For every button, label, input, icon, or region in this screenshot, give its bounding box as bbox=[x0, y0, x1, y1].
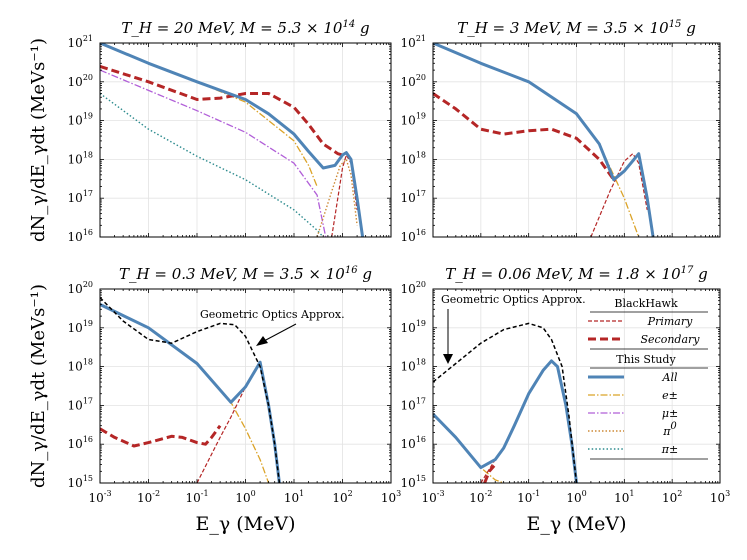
series-secondary bbox=[100, 64, 343, 157]
series-secondary bbox=[483, 463, 497, 483]
legend-group-header: This Study bbox=[616, 353, 676, 366]
x-tick-label: 100 bbox=[566, 489, 586, 505]
panel-4: 1015 1016 1017 1018 1019 1020 10-3 10-2 10-1 100 1… bbox=[401, 265, 731, 535]
x-tick-label: 10-2 bbox=[137, 489, 160, 505]
y-tick-label: 1017 bbox=[401, 396, 426, 412]
legend-label-e: e± bbox=[662, 389, 678, 402]
x-tick-label: 101 bbox=[284, 489, 304, 505]
y-tick-label: 1016 bbox=[68, 435, 93, 451]
annotation-geometric-optics: Geometric Optics Approx. bbox=[200, 308, 345, 346]
series-e bbox=[100, 303, 270, 483]
y-tick-label: 1019 bbox=[401, 319, 426, 335]
x-tick-label: 10-1 bbox=[517, 489, 540, 505]
y-tick-label: 1016 bbox=[401, 435, 426, 451]
legend-label-primary: Primary bbox=[647, 315, 693, 328]
ticks bbox=[99, 289, 392, 484]
x-tick-label: 10-3 bbox=[88, 489, 111, 505]
y-tick-label: 1018 bbox=[68, 150, 93, 166]
y-tick-label: 1019 bbox=[68, 112, 93, 128]
series-pi0 bbox=[316, 158, 358, 237]
series-e bbox=[100, 43, 318, 187]
y-tick-label: 1019 bbox=[68, 319, 93, 335]
series-mu bbox=[100, 69, 327, 237]
panel-1: 1016 1017 1018 1019 1020 1021 T_H = 20 MeV, M … bbox=[28, 19, 392, 244]
y-tick-label: 1021 bbox=[401, 34, 426, 50]
series-pipm bbox=[100, 92, 324, 237]
annotation-text: Geometric Optics Approx. bbox=[441, 293, 586, 306]
series-all bbox=[100, 43, 365, 237]
y-tick-label: 1017 bbox=[68, 189, 93, 205]
x-tick-label: 10-3 bbox=[421, 489, 444, 505]
annotation-geometric-optics: Geometric Optics Approx. bbox=[441, 293, 586, 364]
arrow-head bbox=[443, 354, 453, 364]
panel-title: T_H = 3 MeV, M = 3.5 × 1015 g bbox=[457, 19, 696, 37]
series-primary bbox=[331, 154, 358, 237]
panel-title: T_H = 0.3 MeV, M = 3.5 × 1016 g bbox=[119, 265, 372, 283]
y-tick-label: 1017 bbox=[68, 396, 93, 412]
series-all bbox=[433, 43, 655, 237]
series-primary bbox=[590, 153, 648, 237]
legend-label-pipm: π± bbox=[661, 443, 678, 456]
y-tick-label: 1018 bbox=[68, 358, 93, 374]
series-group bbox=[433, 43, 655, 237]
series-geo bbox=[100, 297, 281, 483]
legend-label-pi0: π0 bbox=[662, 421, 677, 438]
x-tick-label: 102 bbox=[662, 489, 682, 505]
series-geo bbox=[433, 322, 578, 483]
x-axis-label: E_γ (MeV) bbox=[526, 513, 626, 535]
x-axis-label: E_γ (MeV) bbox=[195, 513, 295, 535]
series-secondary bbox=[100, 424, 222, 448]
y-tick-label: 1020 bbox=[401, 73, 426, 89]
y-tick-label: 1020 bbox=[401, 280, 426, 296]
series-group bbox=[100, 297, 281, 483]
grid bbox=[99, 42, 392, 238]
y-tick-label: 1020 bbox=[68, 280, 93, 296]
series-all bbox=[100, 303, 281, 483]
y-axis-label: dN_γ/dE_γdt (MeVs⁻¹) bbox=[28, 284, 49, 488]
y-tick-label: 1016 bbox=[401, 228, 426, 244]
x-tick-label: 10-1 bbox=[185, 489, 208, 505]
panel-title: T_H = 20 MeV, M = 5.3 × 1014 g bbox=[121, 19, 369, 37]
y-tick-label: 1018 bbox=[401, 150, 426, 166]
legend-label-all: All bbox=[662, 371, 678, 384]
ticks bbox=[99, 43, 392, 238]
x-tick-label: 10-2 bbox=[469, 489, 492, 505]
y-tick-label: 1017 bbox=[401, 189, 426, 205]
series-secondary bbox=[433, 92, 626, 182]
ticks bbox=[432, 43, 721, 238]
x-tick-label: 103 bbox=[710, 489, 730, 505]
y-tick-label: 1020 bbox=[68, 73, 93, 89]
x-tick-label: 100 bbox=[235, 489, 255, 505]
annotation-text: Geometric Optics Approx. bbox=[200, 308, 345, 321]
panel-3: 1015 1016 1017 1018 1019 1020 10-3 10-2 10-1 100 1… bbox=[28, 265, 401, 535]
panel-2: 1016 1017 1018 1019 1020 1021 T_H = 3 MeV, M =… bbox=[401, 19, 721, 244]
legend-group-header: BlackHawk bbox=[614, 297, 678, 310]
legend-label-secondary: Secondary bbox=[641, 333, 701, 346]
y-tick-label: 1018 bbox=[401, 358, 426, 374]
panel-title: T_H = 0.06 MeV, M = 1.8 × 1017 g bbox=[445, 265, 707, 283]
y-tick-label: 1015 bbox=[68, 474, 93, 490]
ticks bbox=[432, 289, 721, 484]
legend: BlackHawk Primary Secondary This Study All e±… bbox=[588, 297, 708, 460]
y-tick-label: 1019 bbox=[401, 112, 426, 128]
y-tick-label: 1015 bbox=[401, 474, 426, 490]
series-group bbox=[433, 322, 578, 483]
y-axis-label: dN_γ/dE_γdt (MeVs⁻¹) bbox=[28, 38, 49, 242]
y-tick-label: 1016 bbox=[68, 228, 93, 244]
legend-label-mu: μ± bbox=[662, 407, 678, 420]
series-e bbox=[433, 43, 640, 237]
series-primary bbox=[196, 361, 280, 483]
y-tick-label: 1021 bbox=[68, 34, 93, 50]
series-group bbox=[100, 43, 365, 237]
x-tick-label: 103 bbox=[381, 489, 401, 505]
series-all bbox=[433, 359, 578, 483]
x-tick-label: 101 bbox=[614, 489, 634, 505]
arrow-head bbox=[256, 336, 268, 346]
annotation-arrow bbox=[263, 323, 297, 342]
x-tick-label: 102 bbox=[332, 489, 352, 505]
